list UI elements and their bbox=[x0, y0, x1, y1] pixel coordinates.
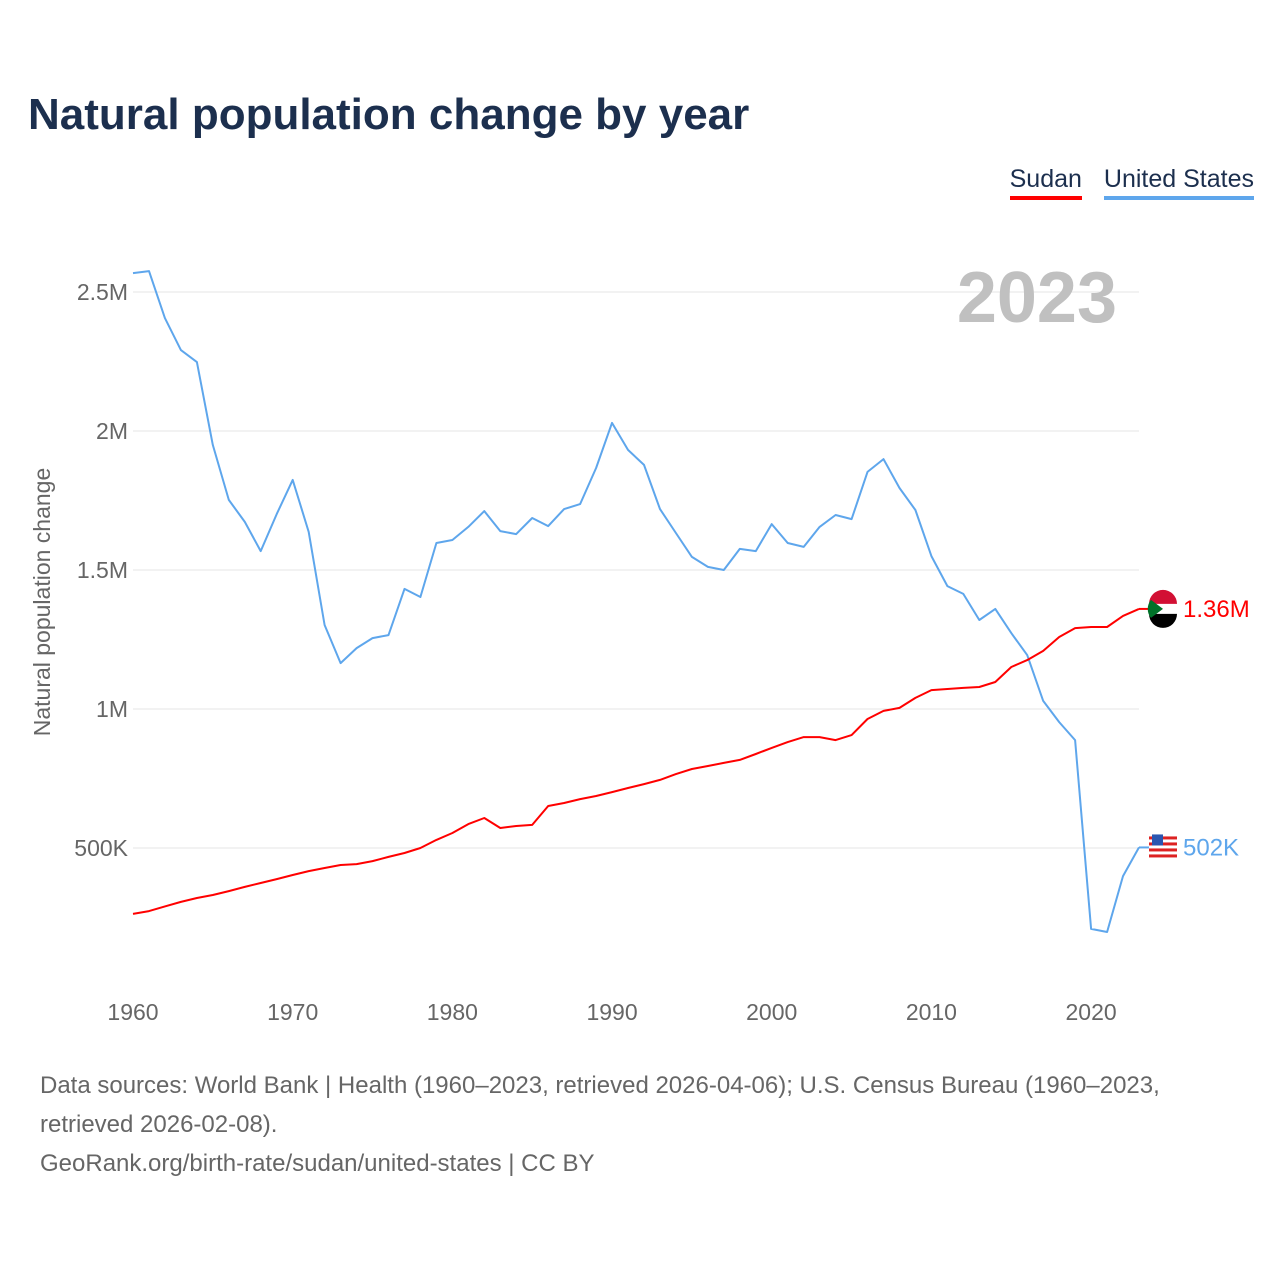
end-label-sudan: 1.36M bbox=[1183, 596, 1250, 623]
sources: Data sources: World Bank | Health (1960–… bbox=[40, 1066, 1250, 1183]
legend: Sudan United States bbox=[1009, 165, 1254, 200]
us-flag-canton bbox=[1152, 834, 1163, 846]
sudan-flag-black bbox=[1149, 613, 1178, 628]
y-tick-label: 1.5M bbox=[77, 557, 128, 583]
sources-link[interactable]: GeoRank.org/birth-rate/sudan/united-stat… bbox=[40, 1150, 595, 1177]
series-line-sudan bbox=[132, 607, 1140, 915]
legend-united-states[interactable]: United States bbox=[1103, 165, 1254, 200]
x-tick-label: 2020 bbox=[1066, 999, 1117, 1025]
chart-title: Natural population change by year bbox=[28, 90, 750, 139]
end-label-united-states: 502K bbox=[1183, 834, 1239, 861]
x-tick-label: 1960 bbox=[107, 999, 158, 1025]
y-tick-label: 500K bbox=[74, 835, 128, 861]
series-line-united-states bbox=[132, 270, 1140, 933]
x-tick-label: 1990 bbox=[586, 999, 637, 1025]
x-tick-label: 1970 bbox=[267, 999, 318, 1025]
x-tick-label: 1980 bbox=[427, 999, 478, 1025]
sources-text: Data sources: World Bank | Health (1960–… bbox=[40, 1072, 1160, 1138]
y-tick-label: 1M bbox=[96, 696, 128, 722]
us-flag-stripe bbox=[1149, 848, 1177, 852]
x-tick-label: 2000 bbox=[746, 999, 797, 1025]
legend-sudan[interactable]: Sudan bbox=[1009, 165, 1082, 200]
sudan-flag-triangle bbox=[1147, 599, 1163, 618]
sudan-flag-red bbox=[1149, 589, 1178, 604]
year-label: 2023 bbox=[957, 258, 1117, 338]
x-tick-label: 2010 bbox=[906, 999, 957, 1025]
y-axis-label: Natural population change bbox=[29, 468, 55, 737]
y-tick-label: 2.5M bbox=[77, 279, 128, 305]
us-flag-stripe bbox=[1149, 854, 1177, 858]
y-tick-label: 2M bbox=[96, 418, 128, 444]
